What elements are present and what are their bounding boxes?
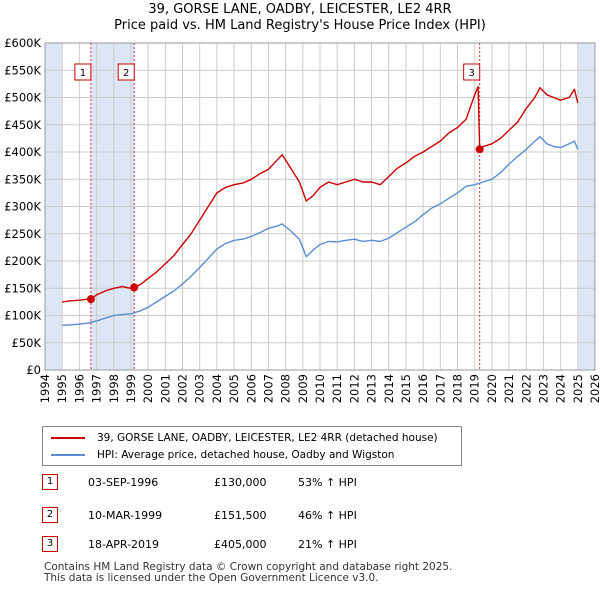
y-tick-label: £500K	[4, 91, 41, 105]
x-tick-label: 2024	[554, 374, 568, 403]
sale-label-text: 1	[80, 68, 86, 79]
sale-label-box: 1	[74, 63, 92, 81]
footer-licence: This data is licensed under the Open Gov…	[44, 572, 379, 584]
legend: 39, GORSE LANE, OADBY, LEICESTER, LE2 4R…	[42, 426, 462, 466]
sale-date: 03-SEP-1996	[88, 476, 159, 489]
legend-item-hpi: HPI: Average price, detached house, Oadb…	[51, 447, 394, 463]
x-tick-label: 1994	[38, 374, 52, 403]
y-tick-label: £50K	[12, 336, 42, 350]
x-tick-label: 2003	[193, 374, 207, 403]
y-tick-label: £350K	[4, 172, 41, 186]
sale-row: 1 03-SEP-1996 £130,000 53% ↑ HPI	[42, 474, 562, 492]
y-tick-label: £100K	[4, 309, 41, 323]
chart-title: 39, GORSE LANE, OADBY, LEICESTER, LE2 4R…	[0, 2, 600, 34]
y-tick-label: £400K	[4, 145, 41, 159]
x-tick-label: 1997	[90, 374, 104, 403]
sale-label-box: 2	[117, 63, 135, 81]
x-tick-label: 2008	[279, 374, 293, 403]
x-tick-label: 2017	[433, 374, 447, 403]
y-tick-label: £300K	[4, 200, 41, 214]
x-tick-label: 2015	[399, 374, 413, 403]
price-chart: £0 £50K £100K £150K £200K £250K £300K £350K £400…	[4, 36, 600, 403]
x-tick-label: 1998	[107, 374, 121, 403]
y-tick-label: £0	[26, 363, 41, 377]
legend-label-property: 39, GORSE LANE, OADBY, LEICESTER, LE2 4R…	[97, 432, 438, 444]
y-tick-label: £150K	[4, 281, 41, 295]
x-tick-label: 2025	[571, 374, 585, 403]
sale-hpi-change: 21% ↑ HPI	[298, 538, 357, 551]
x-tick-label: 2009	[296, 374, 310, 403]
x-tick-label: 2023	[536, 374, 550, 403]
x-tick-label: 2011	[330, 374, 344, 403]
sale-label-rect	[463, 63, 481, 81]
x-tick-label: 2019	[468, 374, 482, 403]
sale-hpi-change: 53% ↑ HPI	[298, 476, 357, 489]
y-tick-label: £200K	[4, 254, 41, 268]
legend-item-property: 39, GORSE LANE, OADBY, LEICESTER, LE2 4R…	[51, 430, 438, 446]
x-tick-label: 2002	[176, 374, 190, 403]
sale-label-rect	[117, 63, 135, 81]
title-line-1: 39, GORSE LANE, OADBY, LEICESTER, LE2 4R…	[148, 2, 452, 17]
x-tick-label: 2021	[502, 374, 516, 403]
sale-date: 10-MAR-1999	[88, 509, 163, 522]
sale-price: £405,000	[214, 538, 267, 551]
sale-badge: 2	[42, 507, 58, 523]
sale-price: £130,000	[214, 476, 267, 489]
y-tick-label: £550K	[4, 63, 41, 77]
sale-label-box: 3	[463, 63, 481, 81]
x-tick-label: 1999	[124, 374, 138, 403]
x-tick-label: 2004	[210, 374, 224, 403]
legend-swatch-property	[51, 437, 85, 439]
x-tick-label: 2013	[365, 374, 379, 403]
x-tick-label: 1995	[55, 374, 69, 403]
sale-point	[130, 283, 139, 292]
sale-badge: 1	[42, 474, 58, 490]
x-tick-label: 1996	[72, 374, 86, 403]
x-tick-label: 2007	[261, 374, 275, 403]
x-tick-label: 2012	[347, 374, 361, 403]
x-tick-label: 2022	[519, 374, 533, 403]
sale-label-rect	[74, 63, 92, 81]
x-tick-label: 2016	[416, 374, 430, 403]
x-tick-label: 2026	[588, 374, 600, 403]
x-tick-label: 2005	[227, 374, 241, 403]
sale-hpi-change: 46% ↑ HPI	[298, 509, 357, 522]
x-tick-label: 2020	[485, 374, 499, 403]
sale-row: 3 18-APR-2019 £405,000 21% ↑ HPI	[42, 536, 562, 554]
sale-date: 18-APR-2019	[88, 538, 160, 551]
footer-copyright: Contains HM Land Registry data © Crown c…	[44, 561, 453, 573]
y-tick-label: £600K	[4, 36, 41, 50]
plot-border	[44, 42, 596, 371]
property-price-line	[62, 85, 579, 303]
y-tick-label: £450K	[4, 118, 41, 132]
sale-row: 2 10-MAR-1999 £151,500 46% ↑ HPI	[42, 507, 562, 525]
footer: Contains HM Land Registry data © Crown c…	[44, 562, 452, 584]
title-line-2: Price paid vs. HM Land Registry's House …	[114, 18, 486, 33]
x-tick-label: 2006	[244, 374, 258, 403]
legend-label-hpi: HPI: Average price, detached house, Oadb…	[97, 449, 395, 461]
hpi-line	[62, 136, 579, 326]
x-tick-label: 2014	[382, 374, 396, 403]
x-tick-label: 2010	[313, 374, 327, 403]
x-tick-label: 2001	[158, 374, 172, 403]
sale-label-text: 2	[123, 68, 129, 79]
sale-badge: 3	[42, 536, 58, 552]
y-tick-label: £250K	[4, 227, 41, 241]
legend-swatch-hpi	[51, 454, 85, 456]
x-tick-label: 2000	[141, 374, 155, 403]
sale-point	[86, 295, 95, 304]
sale-price: £151,500	[214, 509, 267, 522]
x-tick-label: 2018	[451, 374, 465, 403]
sale-point	[475, 145, 484, 154]
sale-label-text: 3	[468, 68, 474, 79]
